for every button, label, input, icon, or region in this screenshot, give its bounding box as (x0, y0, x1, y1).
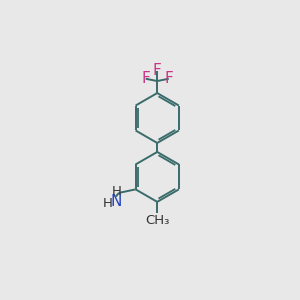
Text: H: H (103, 197, 112, 210)
Text: CH₃: CH₃ (145, 214, 170, 227)
Text: F: F (153, 63, 162, 78)
Text: N: N (111, 194, 122, 209)
Text: F: F (164, 71, 173, 86)
Text: F: F (141, 71, 150, 86)
Text: H: H (112, 185, 122, 198)
